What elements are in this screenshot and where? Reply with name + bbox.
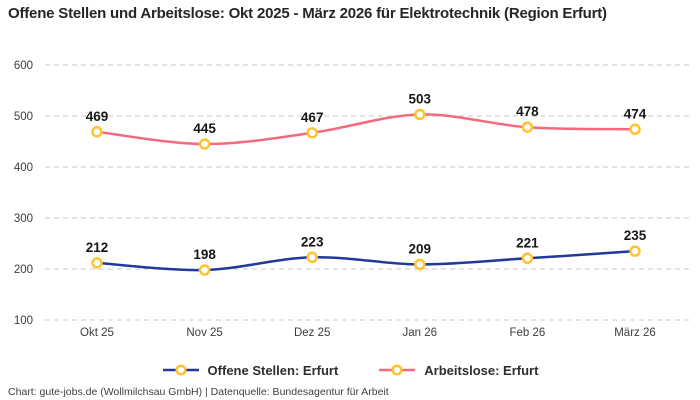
legend-line-marker-icon: [379, 364, 416, 376]
data-point-label: 212: [86, 240, 109, 255]
data-point-label: 221: [516, 235, 539, 250]
data-point-label: 198: [193, 247, 216, 262]
data-point-label: 503: [409, 91, 432, 106]
y-axis-tick-label: 600: [14, 60, 33, 72]
y-axis-tick-label: 300: [14, 213, 33, 225]
line-chart-plot-area: 100 200 300 400 500 600 Okt 25 Nov 25 Dez 25 Jan …: [14, 60, 690, 339]
data-point-marker: [306, 251, 318, 264]
x-axis-tick-label: Dez 25: [294, 327, 330, 339]
data-point-marker: [414, 258, 426, 271]
data-point-label: 474: [624, 106, 647, 121]
legend-item-arbeitslose: Arbeitslose: Erfurt: [378, 363, 538, 378]
data-point-label: 467: [301, 110, 324, 125]
data-point-marker: [198, 264, 211, 276]
data-point-label: 223: [301, 234, 324, 249]
y-axis-tick-label: 200: [14, 264, 33, 276]
legend-item-offene-stellen: Offene Stellen: Erfurt: [162, 362, 339, 378]
data-point-marker: [521, 121, 534, 133]
data-point-marker: [629, 123, 641, 136]
data-point-marker: [629, 245, 641, 257]
data-point-marker: [414, 108, 426, 121]
x-axis-tick-label: März 26: [614, 327, 656, 339]
data-point-marker: [306, 127, 318, 139]
legend-label-arbeitslose: Arbeitslose: Erfurt: [424, 362, 539, 378]
data-point-label: 469: [86, 109, 109, 124]
data-point-label: 445: [193, 121, 216, 136]
data-point-marker: [198, 138, 211, 150]
series-line-arbeitslose: [95, 113, 637, 146]
attribution-footer: Chart: gute-jobs.de (Wollmilchsau GmbH) …: [8, 386, 389, 398]
data-point-marker: [521, 252, 534, 265]
y-axis-tick-label: 400: [14, 162, 33, 174]
data-point-label: 235: [624, 228, 647, 243]
legend-line-marker-icon: [162, 364, 199, 376]
y-axis-tick-label: 500: [14, 111, 33, 123]
x-axis-tick-label: Okt 25: [80, 327, 114, 339]
legend-label-offene-stellen: Offene Stellen: Erfurt: [207, 362, 339, 378]
chart-title: Offene Stellen und Arbeitslose: Okt 2025…: [8, 5, 607, 22]
x-axis-tick-label: Feb 26: [509, 327, 545, 339]
chart-legend: Offene Stellen: Erfurt Arbeitslose: Erfu…: [0, 359, 700, 381]
data-point-marker: [91, 257, 103, 269]
y-axis-tick-label: 100: [14, 315, 33, 327]
data-point-label: 209: [409, 241, 432, 256]
x-axis-tick-label: Nov 25: [186, 327, 222, 339]
series-line-offene_stellen: [95, 249, 637, 272]
x-axis-tick-label: Jan 26: [403, 327, 438, 339]
data-point-marker: [91, 126, 103, 138]
data-point-label: 478: [516, 104, 539, 119]
